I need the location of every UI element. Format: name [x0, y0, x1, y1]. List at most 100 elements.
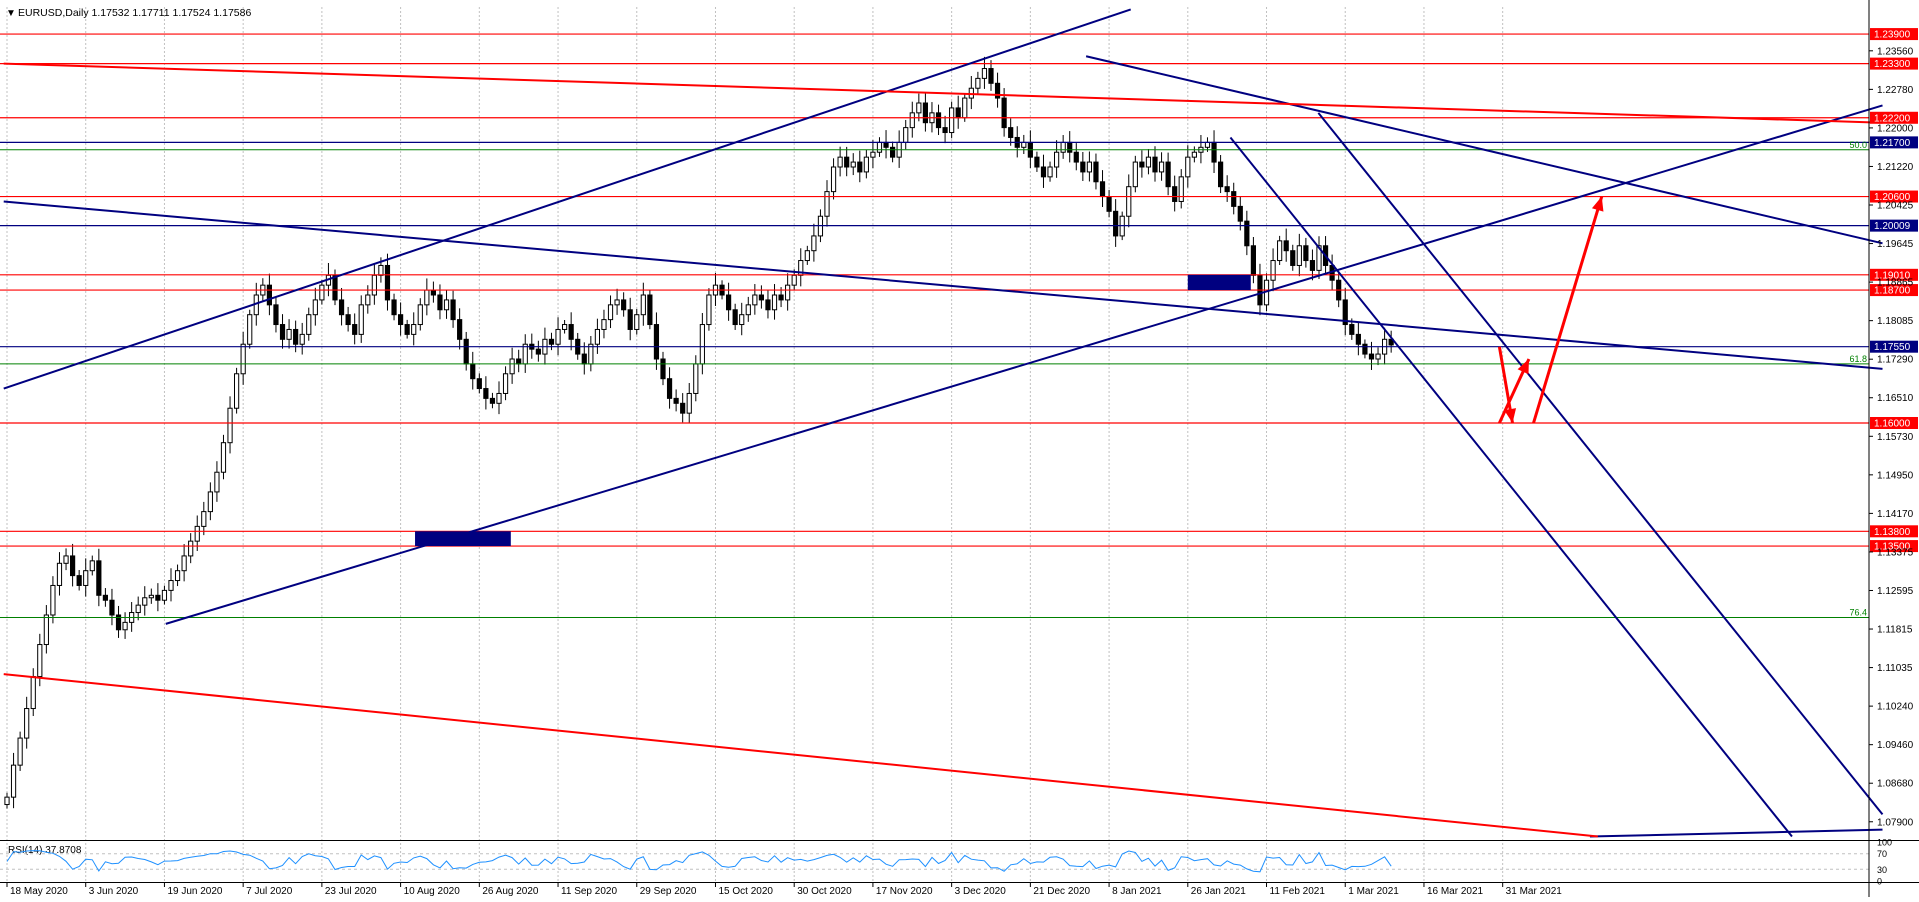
candle-body	[1296, 245, 1302, 266]
candle-body	[1034, 156, 1040, 168]
trendline	[1085, 55, 1883, 245]
trendline	[3, 62, 1883, 124]
level-tag	[1870, 417, 1918, 429]
candle-body	[1008, 127, 1014, 138]
candle-body	[443, 299, 450, 311]
candle-body	[903, 127, 909, 143]
forecast-arrows	[1497, 196, 1604, 424]
candle-body	[726, 294, 732, 311]
candle-body	[581, 353, 587, 365]
level-tag	[1870, 28, 1918, 41]
candle-body	[594, 328, 600, 345]
candle-body	[279, 324, 286, 340]
rsi-level-label: 30	[1877, 865, 1887, 875]
candle-body	[1375, 353, 1381, 360]
candle-body	[601, 319, 607, 330]
y-tick-label: 1.18085	[1877, 316, 1914, 327]
y-tick-label: 1.16510	[1877, 393, 1914, 404]
candle-body	[1349, 324, 1355, 335]
candle-body	[942, 127, 948, 134]
candle-body	[568, 324, 574, 340]
candle-body	[102, 594, 109, 601]
candle-body	[299, 333, 305, 345]
level-tag	[1870, 284, 1918, 297]
y-tick-label: 1.17290	[1877, 355, 1914, 366]
candle-body	[1368, 353, 1375, 360]
candle-body	[115, 614, 122, 631]
candle-body	[404, 324, 410, 335]
level-tag-label: 1.19010	[1874, 270, 1911, 281]
candle-body	[155, 594, 161, 601]
y-tick-label: 1.22780	[1877, 85, 1914, 96]
candle-body	[1139, 161, 1145, 168]
candle-body	[1342, 299, 1348, 326]
candle-body	[1191, 151, 1197, 158]
candle-body	[378, 264, 384, 276]
y-tick-label: 1.08680	[1877, 779, 1914, 790]
fib-label: 50.0	[1849, 140, 1867, 150]
candle-body	[752, 294, 758, 306]
candle-body	[430, 289, 436, 296]
candle-body	[109, 599, 115, 616]
x-tick-label: 11 Sep 2020	[561, 886, 617, 897]
candle-body	[1106, 196, 1112, 212]
candle-body	[771, 294, 778, 311]
y-tick-label: 1.19645	[1877, 239, 1914, 250]
candle-body	[844, 156, 850, 168]
candle-body	[1172, 186, 1178, 202]
forecast-arrowhead	[1591, 196, 1604, 212]
candle-body	[247, 314, 253, 345]
candle-body	[1054, 151, 1060, 168]
candle-body	[614, 299, 620, 306]
x-tick-label: 29 Sep 2020	[640, 886, 697, 897]
candle-body	[240, 343, 246, 375]
candle-body	[1231, 191, 1237, 207]
level-tag-label: 1.21700	[1874, 138, 1911, 149]
y-tick-label: 1.21220	[1877, 162, 1914, 173]
candle-body	[89, 560, 95, 572]
candle-body	[168, 580, 174, 591]
fib-label: 61.8	[1849, 354, 1867, 364]
level-tag-label: 1.18700	[1874, 286, 1911, 297]
candle-body	[1204, 141, 1211, 148]
level-tag-label: 1.23900	[1874, 30, 1911, 41]
candle-body	[680, 402, 686, 414]
x-tick-label: 26 Jan 2021	[1191, 886, 1246, 897]
forecast-arrowhead	[1504, 408, 1517, 423]
candle-body	[496, 392, 502, 404]
x-tick-label: 21 Dec 2020	[1033, 886, 1090, 897]
zone-box	[415, 531, 511, 547]
candle-body	[424, 289, 430, 306]
candle-body	[555, 328, 561, 345]
zones	[415, 274, 1251, 547]
candle-body	[1270, 260, 1276, 281]
candle-body	[1067, 141, 1073, 153]
x-tick-label: 17 Nov 2020	[876, 886, 933, 897]
fib-label: 76.4	[1849, 607, 1867, 617]
candle-body	[758, 294, 764, 301]
y-tick-label: 1.11035	[1877, 663, 1913, 674]
candle-body	[188, 540, 194, 557]
trendline	[1229, 136, 1793, 838]
candle-body	[699, 324, 705, 365]
candle-body	[63, 555, 69, 564]
y-tick-label: 1.11815	[1877, 625, 1913, 636]
candle-body	[640, 294, 646, 316]
candle-body	[398, 314, 404, 326]
x-tick-label: 19 Jun 2020	[167, 886, 222, 897]
menu-arrow-icon[interactable]: ▼	[6, 8, 16, 19]
candle-body	[1099, 181, 1106, 198]
candle-body	[1362, 343, 1368, 355]
level-tag	[1870, 540, 1918, 553]
x-tick-label: 1 Mar 2021	[1348, 886, 1399, 897]
x-tick-label: 10 Aug 2020	[404, 886, 461, 897]
candle-body	[1132, 161, 1138, 188]
level-tag-label: 1.13800	[1874, 527, 1911, 538]
candle-body	[791, 274, 797, 286]
y-tick-label: 1.20425	[1877, 201, 1914, 212]
rsi-level-label: 100	[1877, 838, 1892, 848]
